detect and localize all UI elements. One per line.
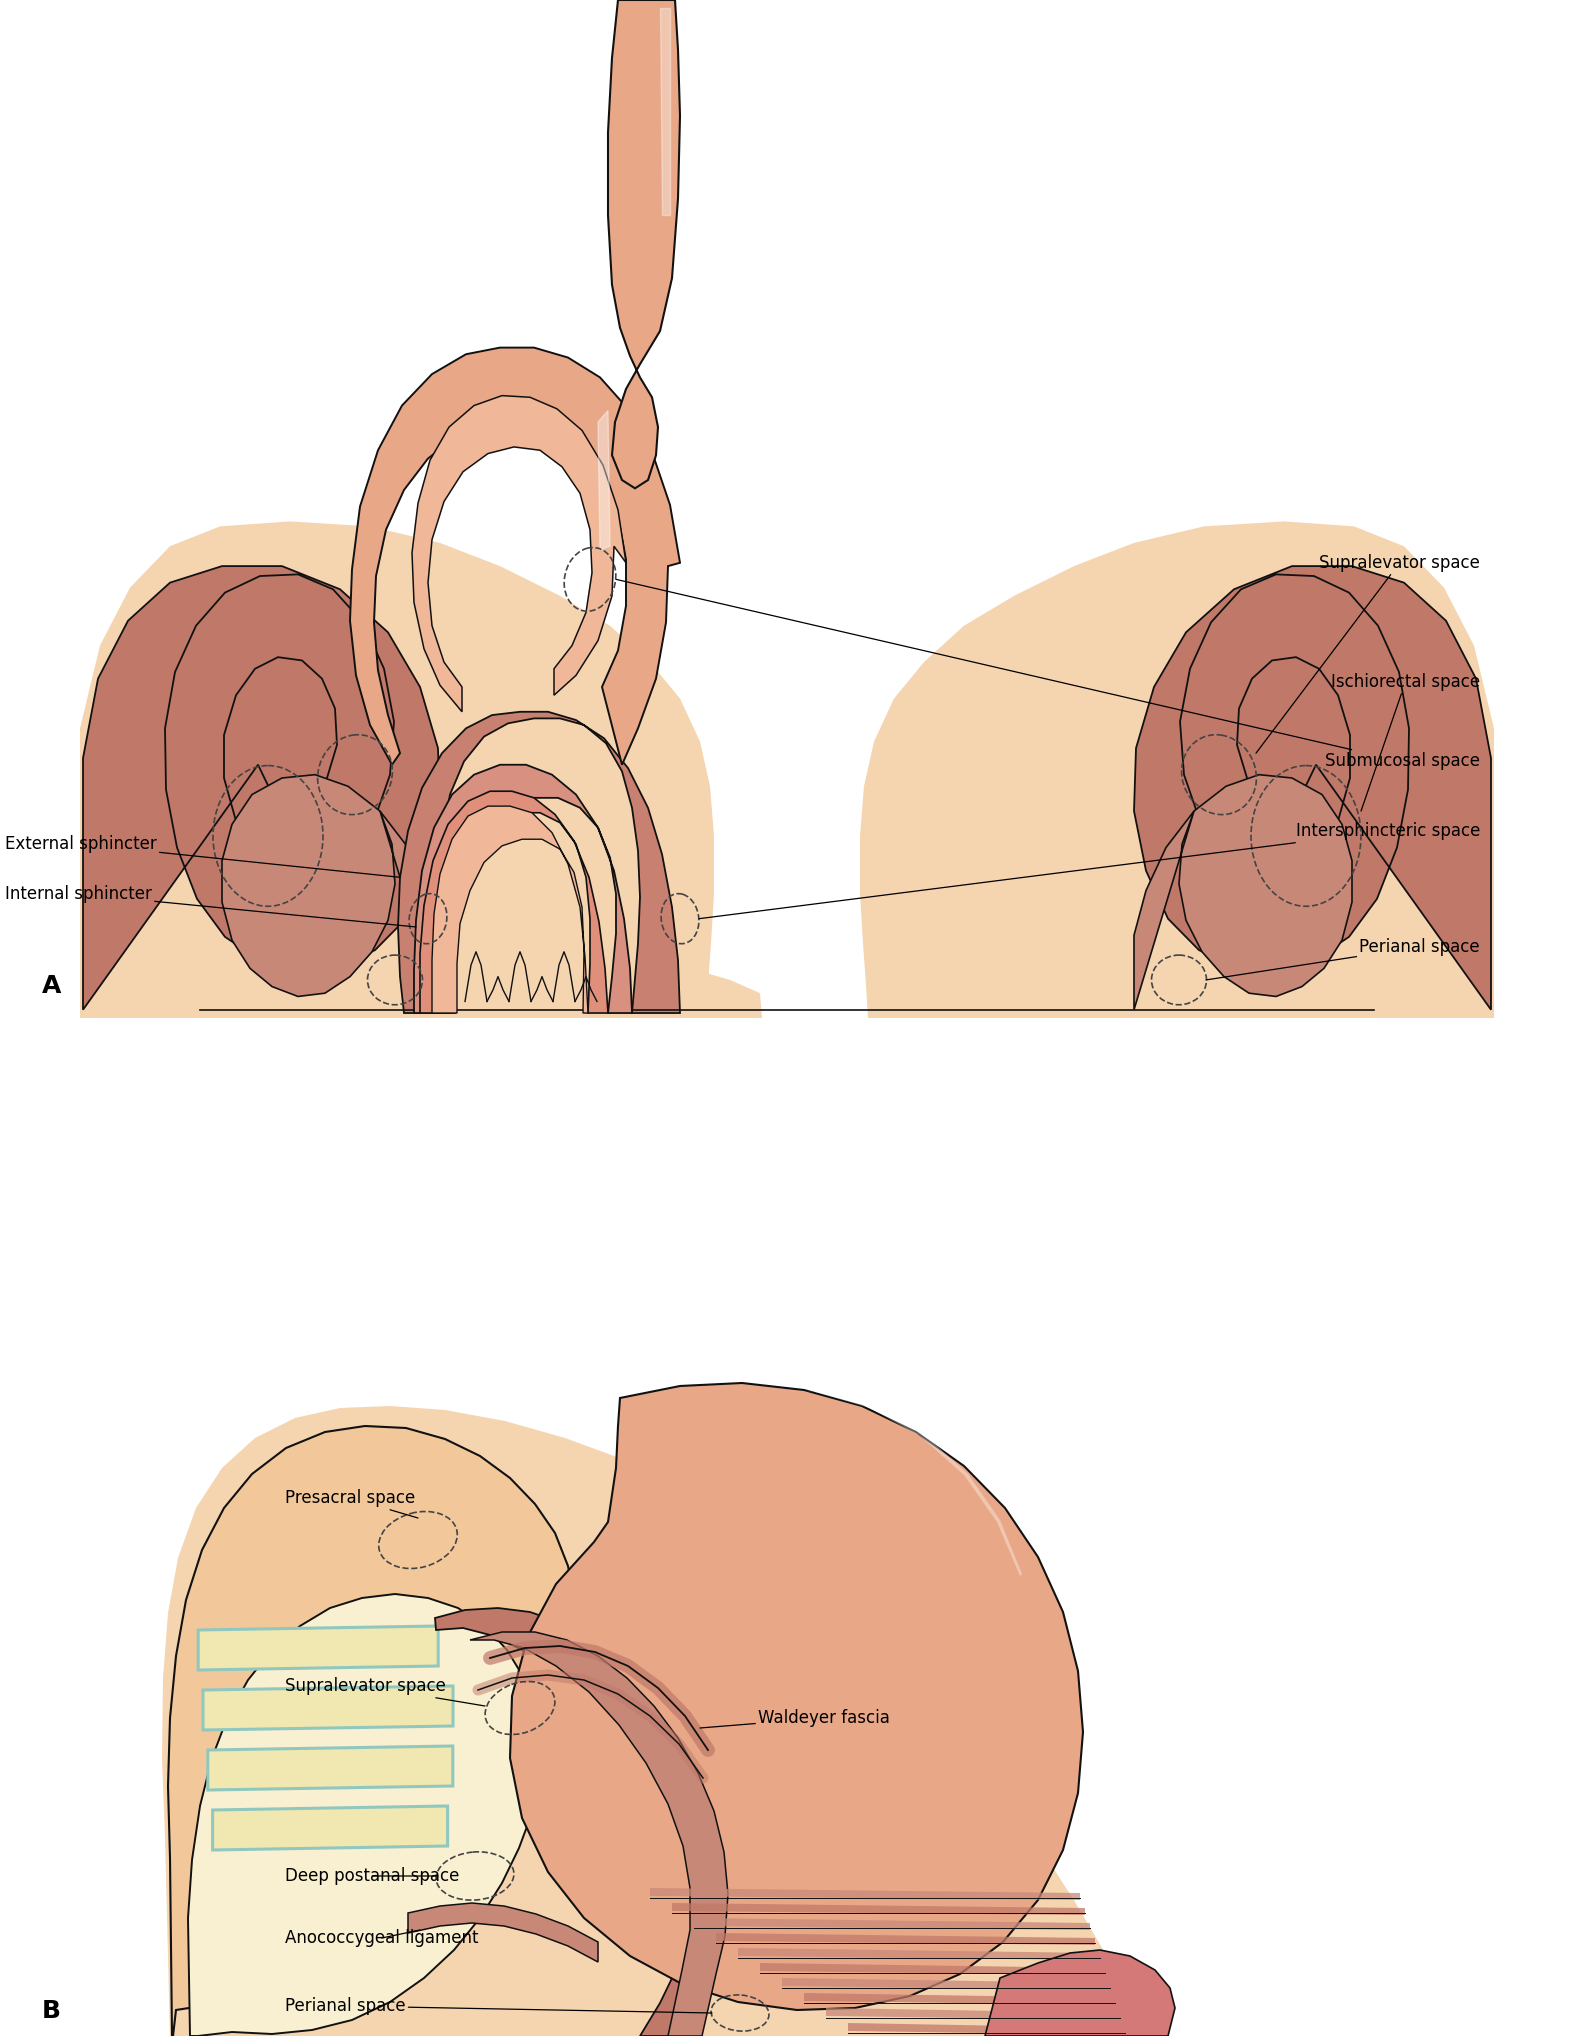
Polygon shape <box>431 806 589 1014</box>
Polygon shape <box>848 2024 1125 2036</box>
Text: Ischiorectal space: Ischiorectal space <box>1332 674 1480 810</box>
Text: Perianal space: Perianal space <box>1206 939 1480 979</box>
Polygon shape <box>826 2007 1121 2020</box>
Text: Perianal space: Perianal space <box>285 1997 711 2016</box>
Polygon shape <box>162 1407 1155 2036</box>
Text: External sphincter: External sphincter <box>5 835 400 878</box>
Polygon shape <box>510 1382 1083 2010</box>
Polygon shape <box>471 1633 729 2036</box>
Polygon shape <box>672 1904 1084 1916</box>
Polygon shape <box>441 957 762 1018</box>
Text: Anococcygeal ligament: Anococcygeal ligament <box>285 1928 478 1946</box>
Text: Intersphincteric space: Intersphincteric space <box>699 823 1480 918</box>
Polygon shape <box>208 1747 453 1790</box>
Polygon shape <box>408 1904 598 1963</box>
Polygon shape <box>187 1594 540 2036</box>
Polygon shape <box>660 8 671 216</box>
Polygon shape <box>222 774 441 1010</box>
Polygon shape <box>716 1932 1096 1944</box>
Text: B: B <box>42 1999 61 2024</box>
Polygon shape <box>738 1948 1100 1961</box>
Text: Submucosal space: Submucosal space <box>615 580 1480 770</box>
Polygon shape <box>598 411 611 550</box>
Polygon shape <box>80 521 1494 1018</box>
Polygon shape <box>414 766 633 1014</box>
Polygon shape <box>804 1993 1114 2005</box>
Polygon shape <box>608 0 680 489</box>
Polygon shape <box>412 395 626 713</box>
Polygon shape <box>650 1887 1080 1900</box>
Polygon shape <box>83 566 441 1010</box>
Polygon shape <box>203 1686 453 1731</box>
Polygon shape <box>782 1979 1110 1989</box>
Text: Supralevator space: Supralevator space <box>285 1678 485 1706</box>
Polygon shape <box>694 1918 1091 1930</box>
Text: Waldeyer fascia: Waldeyer fascia <box>700 1708 889 1729</box>
Polygon shape <box>212 1806 447 1851</box>
Polygon shape <box>760 1391 1022 1576</box>
Text: Supralevator space: Supralevator space <box>1256 554 1480 753</box>
Polygon shape <box>434 1608 729 2036</box>
Polygon shape <box>168 1425 576 2036</box>
Text: Presacral space: Presacral space <box>285 1488 419 1519</box>
Polygon shape <box>198 1627 438 1670</box>
Polygon shape <box>398 713 680 1014</box>
Text: A: A <box>42 973 61 998</box>
Polygon shape <box>1133 774 1352 1010</box>
Polygon shape <box>760 1963 1105 1975</box>
Text: Deep postanal space: Deep postanal space <box>285 1867 460 1885</box>
Text: Internal sphincter: Internal sphincter <box>5 886 416 926</box>
Polygon shape <box>985 1950 1176 2036</box>
Polygon shape <box>1133 566 1491 1010</box>
Polygon shape <box>420 792 608 1014</box>
Polygon shape <box>349 348 680 766</box>
